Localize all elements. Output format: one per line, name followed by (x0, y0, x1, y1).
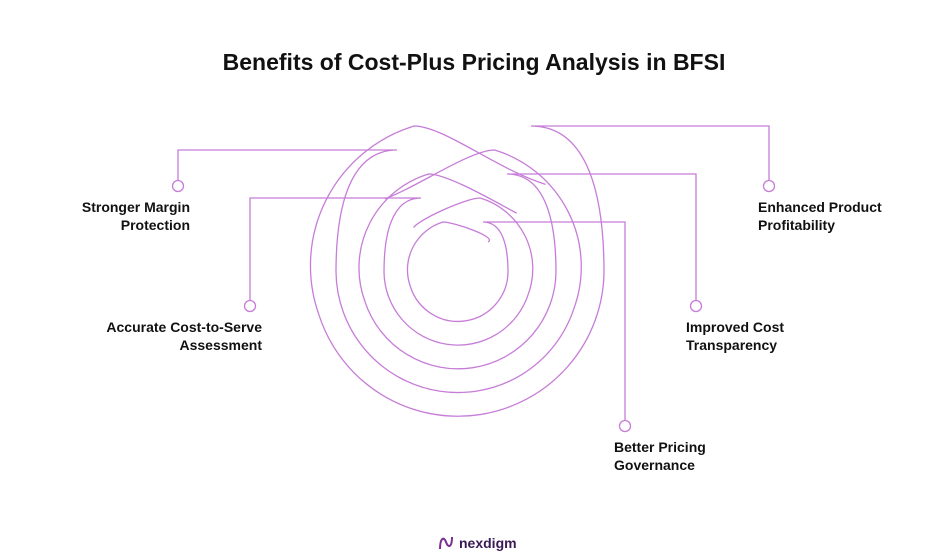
benefit-label: Governance (614, 457, 695, 473)
connector-ring (364, 173, 697, 370)
ring-tail (406, 221, 491, 288)
ring-tail (384, 149, 582, 309)
benefit-label: Transparency (686, 337, 777, 353)
benefit-label: Improved Cost (686, 319, 784, 335)
benefit-label: Assessment (180, 337, 263, 353)
benefit-label: Better Pricing (614, 439, 706, 455)
title: Benefits of Cost-Plus Pricing Analysis i… (223, 49, 726, 75)
connector-dot (689, 299, 703, 313)
connector-ring (318, 125, 770, 417)
connector-dot (243, 299, 257, 313)
ring-tail (358, 173, 518, 302)
ring-tail (309, 125, 546, 317)
logo: nexdigm (439, 535, 517, 551)
benefit-label: Stronger Margin (82, 199, 190, 215)
connector-dot (762, 179, 776, 193)
benefit-label: Protection (121, 217, 190, 233)
connector-dot (171, 179, 185, 193)
ring-tail (413, 197, 534, 295)
logo-icon (439, 536, 453, 550)
benefit-label: Profitability (758, 217, 835, 233)
benefit-label: Accurate Cost-to-Serve (106, 319, 262, 335)
benefit-label: Enhanced Product (758, 199, 882, 215)
logo-text: nexdigm (459, 535, 517, 551)
connector-dot (618, 419, 632, 433)
connector-ring (249, 197, 529, 346)
connector-ring (177, 149, 575, 394)
connector-ring (409, 221, 626, 420)
